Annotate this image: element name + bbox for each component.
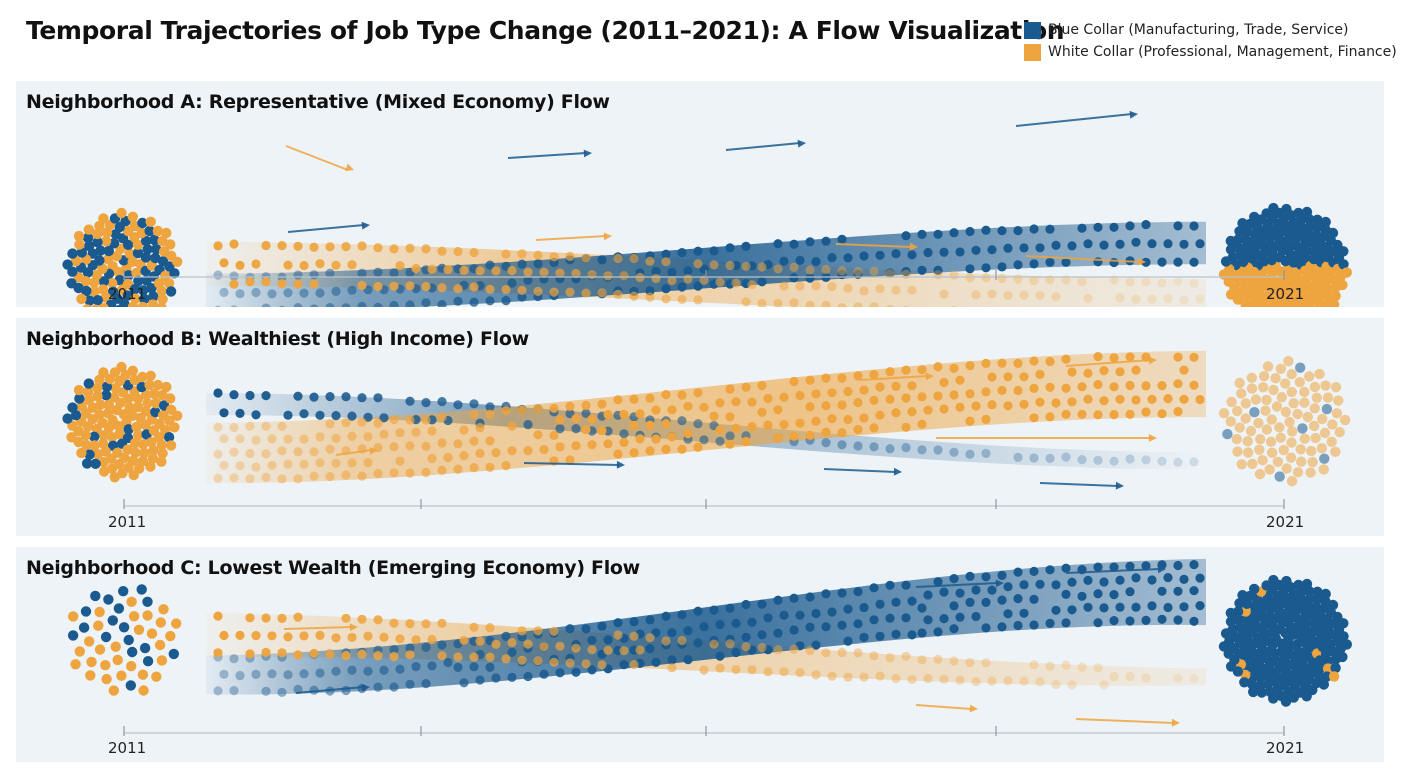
cluster-2011 <box>67 584 182 696</box>
flow-chart-c <box>67 558 1353 736</box>
year-label-end-a: 2021 <box>1266 285 1305 303</box>
legend: Blue Collar (Manufacturing, Trade, Servi… <box>1024 19 1397 63</box>
panel-title-b: Neighborhood B: Wealthiest (High Income)… <box>26 328 529 350</box>
legend-swatch-white-collar <box>1024 43 1041 61</box>
flow-arrows <box>285 110 1146 266</box>
band-dots-blue-collar <box>213 388 1199 467</box>
chart-title: Temporal Trajectories of Job Type Change… <box>26 16 1065 45</box>
timeline-axis <box>123 499 1285 509</box>
panel-title-a: Neighborhood A: Representative (Mixed Ec… <box>26 91 610 113</box>
flow-band-white-collar <box>206 350 1206 484</box>
panel-neighborhood-b: Neighborhood B: Wealthiest (High Income)… <box>16 318 1384 536</box>
year-label-end-b: 2021 <box>1266 513 1305 531</box>
band-dots-white-collar <box>213 239 1205 307</box>
cluster-2021 <box>1218 574 1353 707</box>
flow-arrows <box>335 356 1157 490</box>
cluster-2011 <box>62 207 183 307</box>
panel-neighborhood-c: Neighborhood C: Lowest Wealth (Emerging … <box>16 547 1384 762</box>
flow-arrows <box>283 565 1180 727</box>
year-label-start-c: 2011 <box>108 739 147 757</box>
cluster-2021 <box>1218 356 1351 487</box>
year-label-end-c: 2021 <box>1266 739 1305 757</box>
band-dots-white-collar <box>213 352 1205 484</box>
flow-chart-a <box>62 110 1353 307</box>
legend-label-white-collar: White Collar (Professional, Management, … <box>1048 44 1397 60</box>
flow-chart-b <box>62 350 1351 509</box>
year-label-start-b: 2011 <box>108 513 147 531</box>
cluster-2021 <box>1218 202 1353 307</box>
year-label-start-a: 2011 <box>108 285 147 303</box>
timeline-axis <box>123 270 1285 280</box>
band-dots-white-collar <box>213 611 1199 690</box>
legend-label-blue-collar: Blue Collar (Manufacturing, Trade, Servi… <box>1048 22 1349 38</box>
legend-item-white-collar: White Collar (Professional, Management, … <box>1024 41 1397 63</box>
panel-title-c: Neighborhood C: Lowest Wealth (Emerging … <box>26 557 640 579</box>
panel-neighborhood-a: Neighborhood A: Representative (Mixed Ec… <box>16 81 1384 307</box>
legend-swatch-blue-collar <box>1024 21 1041 39</box>
timeline-axis <box>123 726 1285 736</box>
cluster-2011 <box>62 361 183 483</box>
legend-item-blue-collar: Blue Collar (Manufacturing, Trade, Servi… <box>1024 19 1397 41</box>
